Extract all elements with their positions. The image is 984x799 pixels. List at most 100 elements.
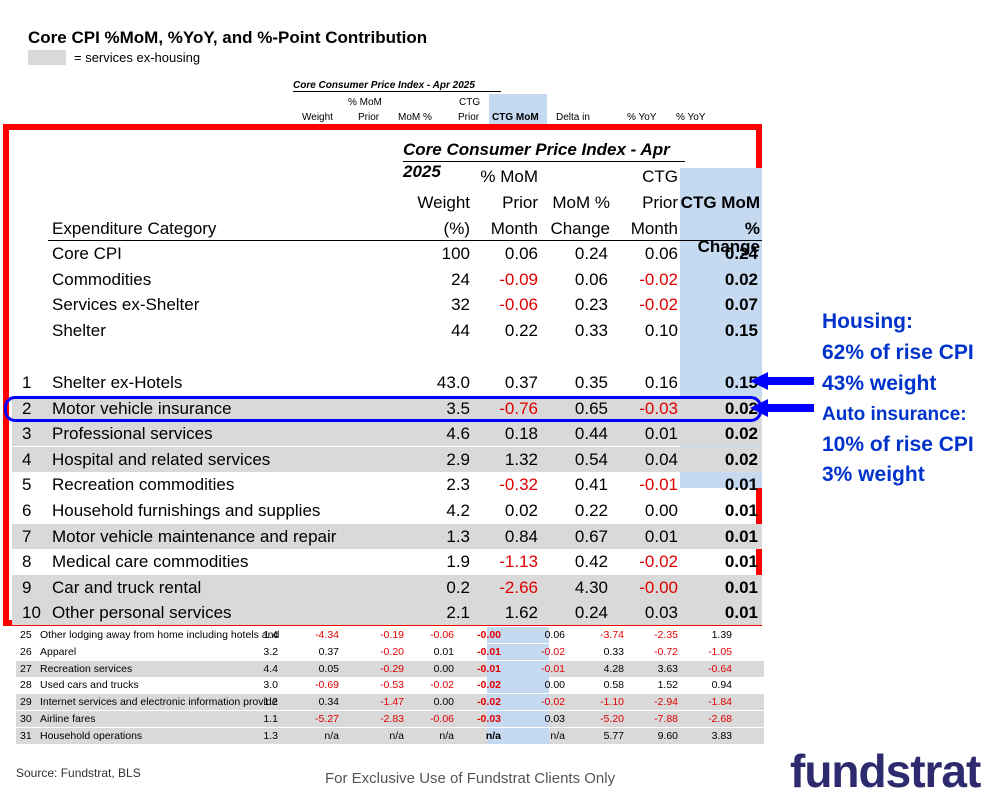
cell-mom: 0.24 [574, 603, 608, 623]
row-category: Services ex-Shelter [52, 295, 200, 315]
cell-ctg-mom: 0.15 [724, 320, 758, 340]
cell-ctg-prior: -0.02 [639, 295, 678, 315]
bg-cell: -0.20 [380, 645, 404, 658]
bg-cell: 1.52 [657, 679, 678, 692]
exclusive-note: For Exclusive Use of Fundstrat Clients O… [325, 770, 616, 787]
bg-cell: -1.10 [600, 696, 624, 709]
table-row: 9 Car and truck rental 0.2 -2.66 4.30 -0.00 0.… [12, 574, 762, 600]
row-category: Core CPI [52, 244, 122, 263]
header-ctg-prior-1: CTG [642, 167, 678, 186]
legend-swatch [28, 50, 66, 65]
bg-ctg-cell [487, 643, 549, 660]
cell-ctg-prior: 0.01 [644, 526, 678, 546]
bg-cell: -0.64 [708, 662, 732, 675]
arrow-to-shelter [750, 372, 814, 390]
row-rank: 10 [22, 603, 41, 623]
cell-ctg-mom: 0.01 [724, 475, 758, 495]
cell-ctg-prior: 0.10 [644, 320, 678, 340]
header-ctg-mom-2: % Change [697, 219, 760, 256]
cell-mom: 0.35 [574, 373, 608, 392]
bg-header-mompct: MoM % [398, 112, 432, 123]
bg-rank: 27 [20, 662, 32, 675]
bg-header-prior: Prior [358, 112, 380, 123]
ctg-cell-shade [680, 421, 762, 447]
cell-ctg-mom: 0.01 [724, 552, 758, 572]
page-title: Core CPI %MoM, %YoY, and %-Point Contrib… [28, 28, 428, 47]
auto-line1: Auto insurance: [822, 404, 967, 425]
summary-row: Services ex-Shelter 32 -0.06 0.23 -0.02 0.07 [12, 292, 762, 317]
bg-cell: -0.00 [477, 629, 501, 641]
bg-header-yoy1: % YoY [627, 112, 657, 123]
bg-rank: 30 [20, 713, 32, 725]
cell-ctg-prior: 0.00 [644, 501, 678, 520]
row-category: Household furnishings and supplies [52, 501, 321, 520]
row-category: Professional services [52, 424, 213, 444]
cell-ctg-mom: 0.01 [724, 577, 758, 597]
bg-cell: -0.02 [477, 679, 501, 692]
bg-cell: -0.02 [541, 696, 565, 709]
bg-table-row: 26 Apparel 3.2 0.37 -0.20 0.01 -0.01 -0.02 0.33 -… [16, 643, 764, 660]
cell-weight: 100 [441, 244, 470, 263]
row-rank: 2 [22, 398, 32, 418]
row-category: Medical care commodities [52, 552, 249, 572]
auto-line3: 3% weight [822, 463, 925, 486]
bg-category: Internet services and electronic informa… [40, 696, 278, 709]
header-rule [48, 240, 762, 241]
cell-prior: 0.37 [504, 373, 538, 392]
annotation-arrows [750, 372, 814, 417]
bg-cell: -0.29 [380, 662, 404, 675]
cell-prior: 0.22 [504, 320, 538, 340]
bg-cell: 9.60 [657, 729, 678, 742]
ctg-cell-shade [680, 600, 762, 626]
motor-insurance-highlight [4, 396, 762, 422]
cell-prior: -0.32 [499, 475, 538, 495]
cell-ctg-mom: 0.24 [724, 244, 758, 263]
bg-cell: 0.00 [544, 679, 565, 692]
row-category: Motor vehicle insurance [52, 398, 232, 418]
cell-prior: 0.84 [504, 526, 538, 546]
bg-rank: 26 [20, 645, 32, 658]
bg-cell: 3.0 [263, 679, 278, 692]
cell-weight: 43.0 [436, 373, 470, 392]
bg-table-row: 29 Internet services and electronic infor… [16, 694, 764, 711]
cell-prior: -2.66 [499, 577, 538, 597]
bg-cell: -1.47 [380, 696, 404, 709]
header-prior-2: Prior [502, 193, 538, 212]
cell-mom: 0.22 [574, 501, 608, 520]
bg-cell: -1.84 [708, 696, 732, 709]
bg-cell: -0.02 [477, 696, 501, 709]
bg-cell: 0.33 [603, 645, 624, 658]
bg-category: Apparel [40, 645, 77, 658]
bg-ctg-cell [487, 627, 549, 643]
header-weight-2: (%) [443, 219, 470, 238]
legend-label: = services ex-housing [74, 50, 201, 65]
table-row: 7 Motor vehicle maintenance and repair 1.3… [12, 523, 762, 549]
bg-header-weight: Weight [302, 112, 333, 123]
bg-cell: -5.20 [600, 713, 624, 725]
cell-prior: -1.13 [499, 552, 538, 572]
bg-cell: 3.2 [263, 645, 278, 658]
cell-ctg-mom: 0.15 [724, 373, 758, 392]
cell-weight: 2.3 [446, 475, 470, 495]
bg-cell: 0.01 [433, 645, 454, 658]
row-category: Shelter [52, 320, 106, 340]
row-rank: 4 [22, 449, 32, 469]
table-row: 1 Shelter ex-Hotels 43.0 0.37 0.35 0.16 0.15 [12, 370, 762, 395]
housing-line1: Housing: [822, 310, 913, 333]
bg-cell: -0.06 [430, 629, 454, 641]
cell-ctg-prior: 0.04 [644, 449, 678, 469]
bg-cell: 4.28 [603, 662, 624, 675]
bg-cell: 5.77 [603, 729, 624, 742]
cell-ctg-mom: 0.01 [724, 526, 758, 546]
bg-header-ctgmom: CTG MoM [492, 112, 539, 123]
cell-mom: 0.41 [574, 475, 608, 495]
row-category: Car and truck rental [52, 577, 202, 597]
cell-mom: 0.06 [574, 269, 608, 289]
bg-cell: 0.06 [544, 629, 565, 641]
bg-cell: -0.53 [380, 679, 404, 692]
bg-cell: n/a [389, 729, 404, 742]
cell-mom: 0.23 [574, 295, 608, 315]
bg-table-row: 30 Airline fares 1.1 -5.27 -2.83 -0.06 -0.03 0.… [16, 711, 764, 727]
bg-cell: -4.34 [315, 629, 339, 641]
bg-cell: 4.4 [263, 662, 278, 675]
